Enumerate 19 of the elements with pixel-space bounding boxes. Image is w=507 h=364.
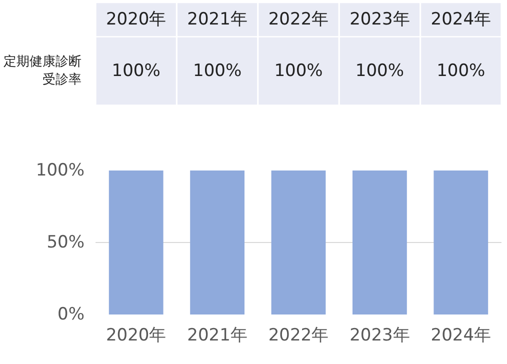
category-label: 2024年: [430, 10, 492, 30]
x-tick-label: 2022年: [268, 326, 329, 346]
y-tick-label: 0%: [58, 304, 85, 324]
category-label: 2021年: [187, 10, 248, 30]
text: 100%: [112, 61, 160, 81]
text: 100%: [436, 61, 486, 81]
x-tick-label: 2020年: [106, 326, 166, 346]
category-label: 2020年: [106, 10, 166, 30]
text: 100%: [193, 61, 242, 81]
text: 100%: [274, 61, 323, 81]
x-tick-label: 2023年: [350, 326, 410, 346]
text: 100%: [355, 61, 404, 81]
x-tick-label: 2021年: [187, 326, 248, 346]
y-tick-label: 50%: [46, 232, 85, 252]
category-label: 2022年: [268, 10, 329, 30]
x-tick-label: 2024年: [430, 326, 492, 346]
y-tick-label: 100%: [36, 160, 85, 180]
category-label: 2023年: [350, 10, 410, 30]
text: 定期健康診断受診率: [4, 54, 82, 88]
